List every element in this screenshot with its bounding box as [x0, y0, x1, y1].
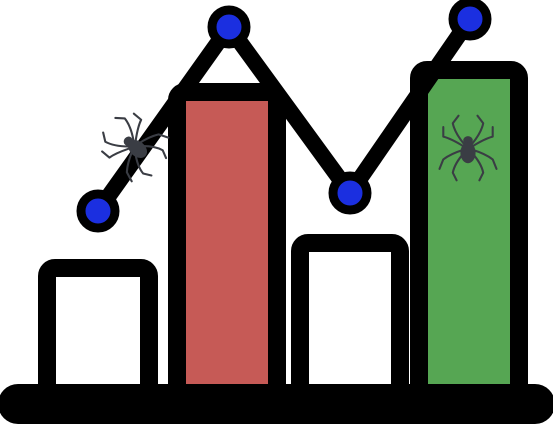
bar-3 — [291, 234, 409, 409]
line-markers-group — [76, 0, 492, 233]
spider-icon — [101, 112, 170, 183]
spider-leg — [442, 126, 465, 148]
line-marker-2 — [207, 5, 251, 49]
spider-leg — [451, 114, 466, 146]
trend-line — [90, 11, 478, 219]
spider-leg — [102, 131, 130, 148]
bar-1 — [38, 259, 158, 409]
line-marker-4 — [448, 0, 492, 41]
line-marker-3 — [328, 171, 372, 215]
bars-group — [38, 61, 528, 409]
spider-leg — [101, 147, 131, 159]
spider-leg — [114, 116, 135, 142]
spider-leg — [470, 114, 485, 146]
line-marker-1 — [76, 189, 120, 233]
spider-abdomen — [460, 142, 476, 164]
bar-4 — [410, 61, 528, 409]
spider-abdomen — [128, 140, 148, 158]
spider-leg — [471, 126, 494, 148]
spider-icon — [438, 114, 498, 182]
spider-head — [463, 136, 473, 145]
spider-leg — [132, 112, 143, 143]
bar-2 — [168, 83, 286, 409]
